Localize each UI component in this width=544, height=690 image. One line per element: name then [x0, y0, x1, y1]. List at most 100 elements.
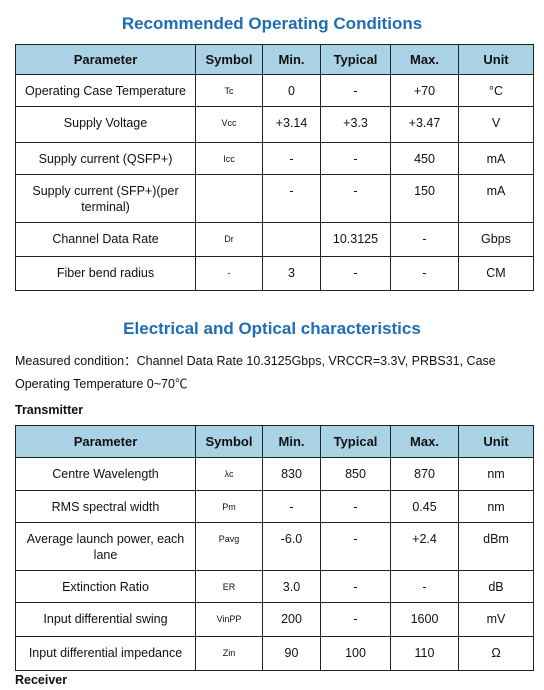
table-cell: Gbps	[458, 222, 534, 257]
table-cell	[195, 174, 263, 223]
header-cell: Parameter	[15, 44, 196, 75]
table-cell: 0	[262, 74, 321, 107]
table-row: RMS spectral width Pm - -0.45 nm	[15, 490, 534, 523]
table-cell: Channel Data Rate	[15, 222, 196, 257]
table-cell: CM	[458, 256, 534, 291]
table-row: Supply current (QSFP+) Icc - -450 mA	[15, 142, 534, 175]
table-cell: λc	[195, 457, 263, 491]
table-cell: -	[320, 602, 391, 637]
header-cell: Max.	[390, 425, 459, 458]
table-cell: -	[262, 142, 321, 175]
table-cell: -	[320, 74, 391, 107]
header-cell: Symbol	[195, 425, 263, 458]
table-cell: RMS spectral width	[15, 490, 196, 523]
table-cell: mA	[458, 142, 534, 175]
section-title: Recommended Operating Conditions	[121, 14, 423, 33]
table-cell: 150	[390, 174, 459, 223]
header-cell: Min.	[262, 425, 321, 458]
header-cell: Unit	[458, 425, 534, 458]
subheading: Transmitter	[15, 403, 84, 417]
table-row: Input differential swing VinPP 200-1600 mV	[15, 602, 534, 637]
table-cell: Average launch power, each lane	[15, 522, 196, 571]
table-cell: +3.3	[320, 106, 391, 143]
header-row: Parameter Symbol Min. Typical Max. Unit	[15, 425, 534, 458]
table-cell: 450	[390, 142, 459, 175]
table-row: Extinction Ratio ER 3.0- - dB	[15, 570, 534, 603]
table-cell: 200	[262, 602, 321, 637]
table-cell: mA	[458, 174, 534, 223]
header-cell: Typical	[320, 425, 391, 458]
table-cell: Tc	[195, 74, 263, 107]
table-cell: -	[262, 490, 321, 523]
header-row: Parameter Symbol Min. Typical Max. Unit	[15, 44, 534, 75]
table-row: Fiber bend radius -3- - CM	[15, 256, 534, 291]
table-cell: mV	[458, 602, 534, 637]
table-cell: nm	[458, 490, 534, 523]
table-cell: 0.45	[390, 490, 459, 523]
table-cell: 830	[262, 457, 321, 491]
table-cell: VinPP	[195, 602, 263, 637]
header-cell: Unit	[458, 44, 534, 75]
table-cell: +2.4	[390, 522, 459, 571]
table-cell: Zin	[195, 636, 263, 671]
table-cell: +70	[390, 74, 459, 107]
table-cell: °C	[458, 74, 534, 107]
table-cell: 850	[320, 457, 391, 491]
table-cell: Supply current (SFP+)(per terminal)	[15, 174, 196, 223]
table-cell: -6.0	[262, 522, 321, 571]
table-cell: Operating Case Temperature	[15, 74, 196, 107]
table-cell: -	[262, 174, 321, 223]
table-cell: Extinction Ratio	[15, 570, 196, 603]
table-cell: -	[320, 570, 391, 603]
table-cell: Icc	[195, 142, 263, 175]
table-cell: 1600	[390, 602, 459, 637]
table-cell: -	[320, 490, 391, 523]
table-row: Supply Voltage Vcc +3.14 +3.3 +3.47 V	[15, 106, 534, 143]
table-row: Operating Case Temperature Tc 0- +70 °C	[15, 74, 534, 107]
table-cell: -	[390, 570, 459, 603]
table-cell: -	[320, 142, 391, 175]
table-cell: 90	[262, 636, 321, 671]
table-cell: 10.3125	[320, 222, 391, 257]
table-cell: +3.14	[262, 106, 321, 143]
table-cell	[262, 222, 321, 257]
table-cell: -	[390, 256, 459, 291]
table-cell: Dr	[195, 222, 263, 257]
table: Parameter Symbol Min. Typical Max. Unit Centre…	[15, 425, 534, 671]
table-cell: 110	[390, 636, 459, 671]
table-cell: Input differential swing	[15, 602, 196, 637]
table-cell: V	[458, 106, 534, 143]
table-cell: -	[320, 522, 391, 571]
table-cell: -	[320, 256, 391, 291]
table-cell: Supply current (QSFP+)	[15, 142, 196, 175]
table-cell: -	[195, 256, 263, 291]
header-cell: Parameter	[15, 425, 196, 458]
table-cell: -	[390, 222, 459, 257]
table-cell: ER	[195, 570, 263, 603]
header-cell: Typical	[320, 44, 391, 75]
table-cell: dBm	[458, 522, 534, 571]
table-row: Channel Data Rate Dr 10.3125- Gbps	[15, 222, 534, 257]
table-cell: Vcc	[195, 106, 263, 143]
table-cell: 100	[320, 636, 391, 671]
table-row: Average launch power, each lane Pavg -6.0-…	[15, 522, 534, 571]
header-cell: Min.	[262, 44, 321, 75]
table-cell: Centre Wavelength	[15, 457, 196, 491]
table-cell: Fiber bend radius	[15, 256, 196, 291]
table-cell: nm	[458, 457, 534, 491]
table: Parameter Symbol Min. Typical Max. Unit Operat…	[15, 44, 534, 291]
table-cell: -	[320, 174, 391, 223]
subheading: Receiver	[15, 673, 68, 687]
table-cell: dB	[458, 570, 534, 603]
table-cell: 3	[262, 256, 321, 291]
table-cell: Ω	[458, 636, 534, 671]
table-cell: 870	[390, 457, 459, 491]
table-cell: Supply Voltage	[15, 106, 196, 143]
table-cell: Pavg	[195, 522, 263, 571]
header-cell: Max.	[390, 44, 459, 75]
table-cell: 3.0	[262, 570, 321, 603]
table-cell: Input differential impedance	[15, 636, 196, 671]
table-cell: +3.47	[390, 106, 459, 143]
condition-text: Measured condition：Channel Data Rate 10.…	[15, 354, 496, 391]
